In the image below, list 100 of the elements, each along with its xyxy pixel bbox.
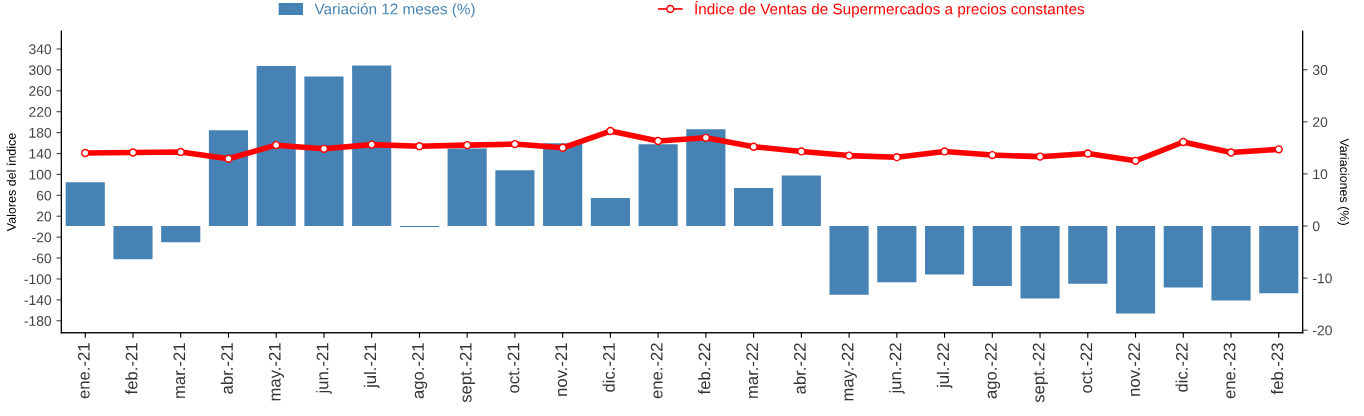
y-tick-label: 260 xyxy=(29,86,52,96)
x-tick-label: jun.-22 xyxy=(889,343,905,394)
point xyxy=(510,139,520,149)
bar xyxy=(208,130,249,227)
y-tick-label: 180 xyxy=(29,127,52,138)
point xyxy=(701,133,711,142)
y-tick-label: 20 xyxy=(36,211,52,222)
bar xyxy=(1259,226,1299,294)
x-tick-label: dic.-22 xyxy=(1175,343,1188,392)
x-tick-label: ago.-22 xyxy=(984,343,1001,399)
bar xyxy=(638,144,678,227)
point xyxy=(224,154,233,163)
y2-tick-label: 10 xyxy=(1313,169,1328,180)
point xyxy=(128,148,138,157)
x-tick-label: oct.-21 xyxy=(507,343,520,393)
point xyxy=(1131,156,1140,165)
point xyxy=(940,147,949,156)
bar xyxy=(65,182,105,227)
point xyxy=(463,140,472,150)
bar xyxy=(447,148,487,227)
x-tick-label: may.-22 xyxy=(841,343,857,401)
x-tick-label: jul.-21 xyxy=(363,343,380,389)
bar xyxy=(829,226,869,295)
y2-tick-label: -20 xyxy=(1312,325,1332,336)
bar xyxy=(161,226,201,243)
y-tick-label: -180 xyxy=(24,316,52,326)
bar xyxy=(1115,226,1156,314)
bar xyxy=(1068,226,1108,284)
point xyxy=(1083,149,1092,158)
x-tick-label: dic.-21 xyxy=(602,343,615,392)
x-tick-label: sept.-22 xyxy=(1032,343,1048,403)
x-tick-label: ene.-22 xyxy=(650,343,663,399)
y-tick-label: -100 xyxy=(24,274,52,285)
y-tick-label: -20 xyxy=(32,232,52,243)
bar xyxy=(113,226,153,260)
x-tick-label: nov.-21 xyxy=(555,343,568,396)
bar xyxy=(781,175,821,227)
y-tick-label: 100 xyxy=(29,169,52,180)
point xyxy=(797,147,806,156)
point xyxy=(988,150,997,160)
bar xyxy=(877,226,917,283)
bar xyxy=(925,226,965,275)
y2-tick-label: 0 xyxy=(1312,221,1320,232)
point xyxy=(1179,137,1188,147)
y2-tick-label: 20 xyxy=(1313,117,1328,128)
bar xyxy=(495,170,535,227)
x-tick-label: ago.-21 xyxy=(412,343,428,399)
x-tick-label: may.-21 xyxy=(268,343,284,401)
y-axis-title: Valores del índice xyxy=(6,133,16,232)
legend-label: Variación 12 meses (%) xyxy=(314,3,475,18)
y-tick-label: -60 xyxy=(32,253,52,264)
point xyxy=(272,140,281,150)
y2-tick-label: -10 xyxy=(1312,273,1332,284)
bar xyxy=(1211,226,1251,301)
x-tick-label: jul.-22 xyxy=(936,343,953,389)
x-tick-label: sept.-21 xyxy=(459,343,475,403)
bar xyxy=(256,66,296,227)
y-tick-label: 140 xyxy=(29,148,52,159)
point xyxy=(558,143,567,152)
y-tick-label: 300 xyxy=(29,65,52,76)
x-tick-label: oct.-22 xyxy=(1080,343,1093,393)
y2-tick-label: 30 xyxy=(1312,65,1328,75)
bar xyxy=(972,226,1012,286)
point xyxy=(176,147,185,157)
point xyxy=(367,140,376,149)
x-tick-label: jun.-21 xyxy=(316,343,332,394)
y-tick-label: -140 xyxy=(24,295,52,306)
bar xyxy=(686,129,726,227)
point xyxy=(606,126,615,136)
x-tick-label: mar.-21 xyxy=(173,343,186,398)
point xyxy=(1226,148,1236,157)
point xyxy=(1035,152,1045,161)
y-tick-label: 340 xyxy=(29,44,52,55)
x-tick-label: feb.-22 xyxy=(698,343,711,395)
point xyxy=(81,148,90,158)
x-tick-label: ene.-23 xyxy=(1223,343,1236,399)
y-tick-label: 220 xyxy=(29,107,52,117)
point xyxy=(1274,145,1283,154)
bar xyxy=(734,187,774,227)
bar xyxy=(543,143,583,227)
x-tick-label: abr.-22 xyxy=(793,343,806,394)
y2-axis-title: Variaciones (%) xyxy=(1337,138,1350,225)
x-tick-label: feb.-23 xyxy=(1270,343,1284,395)
point xyxy=(653,136,663,146)
x-tick-label: ene.-21 xyxy=(77,343,90,399)
x-tick-label: nov.-22 xyxy=(1128,343,1140,396)
legend-label: Índice de Ventas de Supermercados a precios constantes xyxy=(695,1,1085,18)
point xyxy=(892,153,901,162)
point xyxy=(415,142,424,151)
point xyxy=(319,144,329,153)
point xyxy=(749,142,758,151)
bar xyxy=(352,65,392,227)
bar xyxy=(1163,226,1203,288)
x-tick-label: mar.-22 xyxy=(746,343,759,398)
y-tick-label: 60 xyxy=(36,190,52,201)
bar xyxy=(1020,226,1060,299)
x-tick-label: feb.-21 xyxy=(125,343,138,395)
bar xyxy=(590,197,630,227)
bar xyxy=(304,76,344,227)
x-tick-label: abr.-21 xyxy=(220,343,233,394)
